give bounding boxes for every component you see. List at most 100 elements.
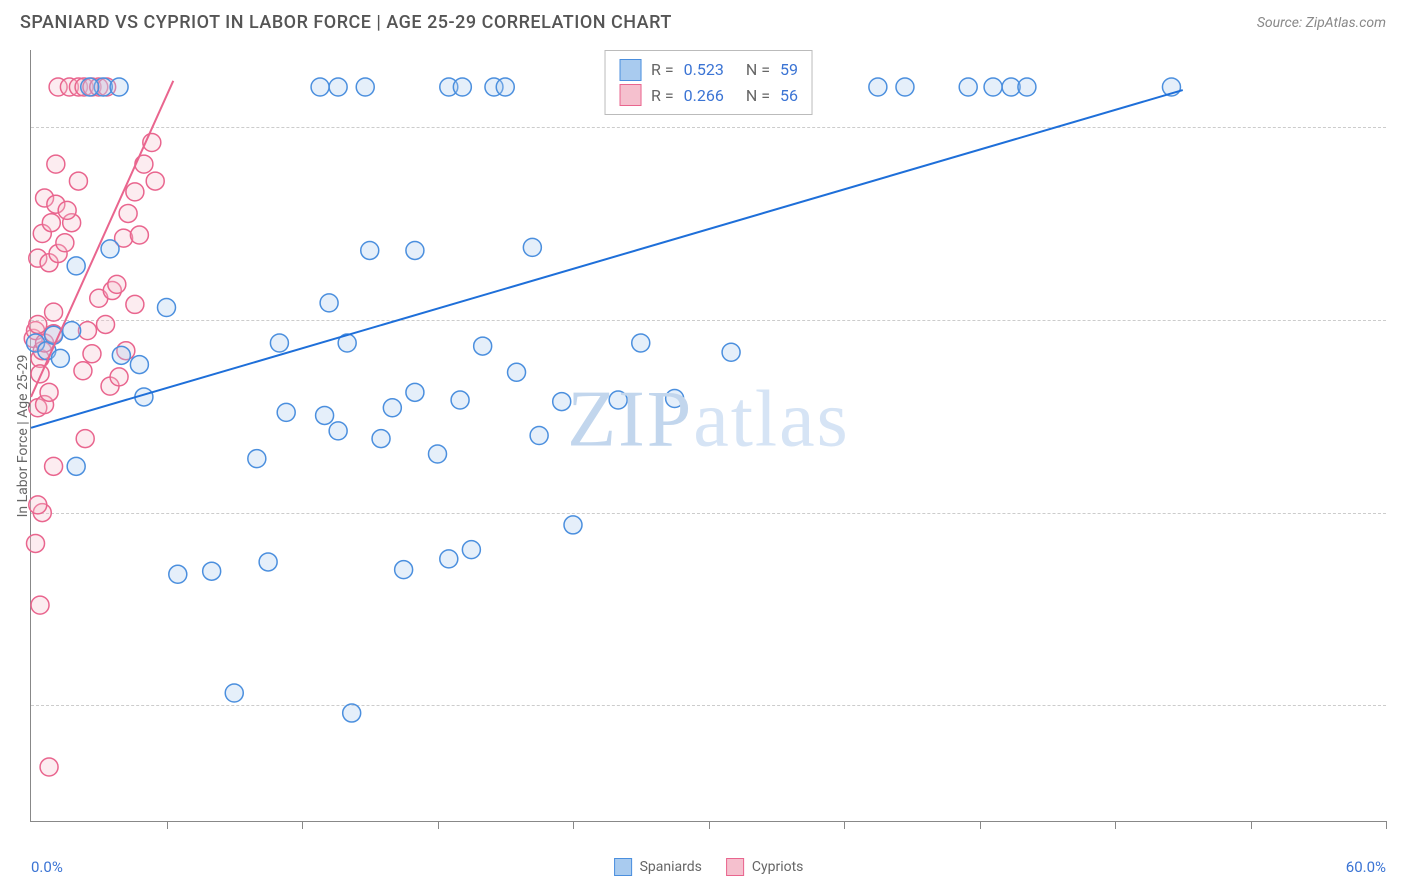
scatter-point-spaniards (462, 541, 480, 559)
bottom-legend: Spaniards Cypriots (614, 858, 804, 876)
x-tick (167, 821, 168, 829)
plot-area: ZIPatlas 62.5%75.0%87.5%100.0% R = 0.523… (30, 50, 1386, 822)
x-tick (709, 821, 710, 829)
scatter-point-cypriots (40, 383, 58, 401)
scatter-point-spaniards (609, 391, 627, 409)
x-tick (573, 821, 574, 829)
scatter-point-cypriots (74, 362, 92, 380)
scatter-point-spaniards (451, 391, 469, 409)
scatter-point-spaniards (270, 334, 288, 352)
stat-row-spaniards: R = 0.523 N = 59 (619, 57, 798, 83)
scatter-point-spaniards (63, 322, 81, 340)
legend-swatch-spaniards (614, 858, 632, 876)
scatter-point-cypriots (146, 172, 164, 190)
scatter-point-cypriots (108, 275, 126, 293)
scatter-point-spaniards (553, 393, 571, 411)
scatter-point-spaniards (896, 78, 914, 96)
scatter-point-cypriots (58, 201, 76, 219)
scatter-point-spaniards (67, 257, 85, 275)
scatter-point-cypriots (47, 155, 65, 173)
x-tick (1251, 821, 1252, 829)
stat-r-value-cypriots: 0.266 (684, 83, 724, 109)
legend-label-cypriots: Cypriots (752, 859, 804, 875)
y-axis-title: In Labor Force | Age 25-29 (15, 354, 31, 517)
trend-line-spaniards (31, 90, 1183, 428)
scatter-point-spaniards (112, 346, 130, 364)
scatter-point-spaniards (225, 684, 243, 702)
scatter-point-cypriots (29, 496, 47, 514)
scatter-point-spaniards (130, 356, 148, 374)
stat-n-label: N = (746, 83, 770, 109)
scatter-point-spaniards (329, 78, 347, 96)
scatter-point-spaniards (564, 516, 582, 534)
scatter-point-spaniards (158, 299, 176, 317)
stat-r-label: R = (651, 83, 674, 109)
stat-r-label: R = (651, 57, 674, 83)
scatter-point-spaniards (259, 553, 277, 571)
source-label: Source: ZipAtlas.com (1257, 15, 1386, 31)
x-tick (1115, 821, 1116, 829)
stat-swatch-spaniards (619, 59, 641, 81)
scatter-point-spaniards (81, 78, 99, 96)
chart-header: SPANIARD VS CYPRIOT IN LABOR FORCE | AGE… (0, 0, 1406, 41)
scatter-point-cypriots (97, 315, 115, 333)
scatter-point-spaniards (722, 343, 740, 361)
trend-line-cypriots (31, 81, 173, 397)
scatter-point-cypriots (31, 596, 49, 614)
legend-item-spaniards: Spaniards (614, 858, 702, 876)
scatter-point-spaniards (361, 241, 379, 259)
scatter-point-cypriots (45, 303, 63, 321)
scatter-point-spaniards (508, 363, 526, 381)
scatter-point-cypriots (126, 183, 144, 201)
scatter-point-cypriots (45, 457, 63, 475)
scatter-point-spaniards (429, 445, 447, 463)
scatter-point-spaniards (632, 334, 650, 352)
scatter-point-cypriots (42, 214, 60, 232)
scatter-point-spaniards (523, 238, 541, 256)
scatter-point-spaniards (320, 294, 338, 312)
x-axis-max-label: 60.0% (1346, 858, 1386, 876)
scatter-point-spaniards (530, 427, 548, 445)
scatter-point-spaniards (356, 78, 374, 96)
scatter-point-spaniards (666, 389, 684, 407)
scatter-point-spaniards (277, 403, 295, 421)
stat-swatch-cypriots (619, 84, 641, 106)
scatter-point-cypriots (130, 226, 148, 244)
scatter-point-spaniards (383, 399, 401, 417)
scatter-point-spaniards (395, 561, 413, 579)
scatter-svg (31, 50, 1386, 821)
scatter-point-cypriots (27, 534, 45, 552)
scatter-point-spaniards (329, 422, 347, 440)
scatter-point-spaniards (406, 241, 424, 259)
legend-item-cypriots: Cypriots (726, 858, 804, 876)
scatter-point-cypriots (76, 430, 94, 448)
scatter-point-cypriots (126, 295, 144, 313)
stat-n-value-spaniards: 59 (780, 57, 798, 83)
scatter-point-spaniards (311, 78, 329, 96)
scatter-point-spaniards (316, 406, 334, 424)
stat-r-value-spaniards: 0.523 (684, 57, 724, 83)
scatter-point-spaniards (101, 240, 119, 258)
scatter-point-cypriots (119, 204, 137, 222)
legend-swatch-cypriots (726, 858, 744, 876)
x-tick (302, 821, 303, 829)
scatter-point-spaniards (984, 78, 1002, 96)
scatter-point-spaniards (474, 337, 492, 355)
scatter-point-spaniards (45, 326, 63, 344)
scatter-point-spaniards (67, 457, 85, 475)
stat-n-value-cypriots: 56 (780, 83, 798, 109)
scatter-point-spaniards (406, 383, 424, 401)
scatter-point-cypriots (31, 365, 49, 383)
scatter-point-spaniards (1018, 78, 1036, 96)
stat-row-cypriots: R = 0.266 N = 56 (619, 83, 798, 109)
scatter-point-spaniards (110, 78, 128, 96)
scatter-point-spaniards (869, 78, 887, 96)
x-tick (1386, 821, 1387, 829)
scatter-point-spaniards (169, 565, 187, 583)
scatter-point-spaniards (496, 78, 514, 96)
scatter-point-cypriots (56, 234, 74, 252)
stats-legend: R = 0.523 N = 59 R = 0.266 N = 56 (604, 50, 813, 115)
scatter-point-cypriots (69, 172, 87, 190)
scatter-point-cypriots (83, 345, 101, 363)
scatter-point-spaniards (372, 430, 390, 448)
